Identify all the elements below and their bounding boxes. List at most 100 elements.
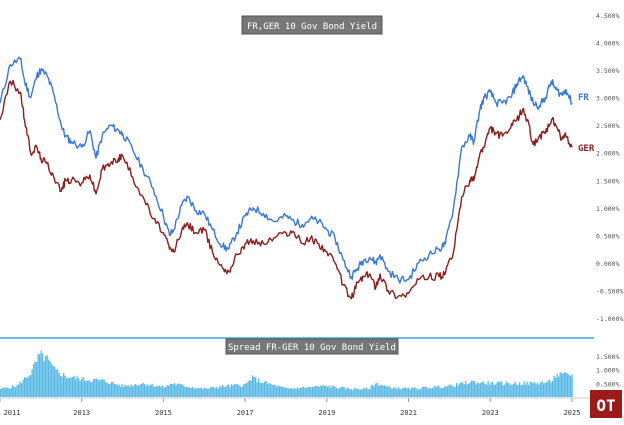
spread-bar [3, 388, 5, 397]
spread-bar [120, 386, 122, 397]
spread-bar [412, 387, 414, 397]
main-y-tick-label: 4.000% [596, 40, 620, 48]
spread-bar [231, 384, 233, 397]
spread-bar [253, 376, 255, 397]
spread-bar [1, 387, 3, 397]
spread-bar [90, 381, 92, 397]
spread-bar [228, 384, 230, 397]
spread-bar [130, 384, 132, 397]
spread-bar [457, 385, 459, 397]
spread-bar [366, 387, 368, 397]
spread-bar [48, 359, 50, 397]
spread-bar [469, 382, 471, 397]
spread-bar [315, 385, 317, 397]
spread-y-tick-label: 1.000% [596, 367, 620, 375]
spread-bar [124, 384, 126, 397]
spread-bar [19, 381, 21, 397]
spread-bar [381, 385, 383, 397]
spread-bar [447, 386, 449, 397]
spread-bar [73, 375, 75, 397]
main-y-tick-label: 0.000% [596, 260, 620, 268]
spread-bar [54, 366, 56, 397]
spread-bar [16, 385, 18, 397]
main-y-ticks: 4.500% 4.000% 3.500% 3.000% 2.500% 2.000% 1.50… [596, 12, 623, 323]
spread-bar [256, 382, 258, 397]
spread-bar [489, 385, 491, 397]
spread-bar [103, 379, 105, 397]
spread-bar [376, 382, 378, 397]
spread-bar [196, 387, 198, 397]
spread-bar [378, 385, 380, 397]
spread-bar [258, 378, 260, 397]
spread-bar [553, 375, 555, 397]
spread-bar [421, 387, 423, 397]
spread-bar [426, 386, 428, 397]
spread-bar [261, 383, 263, 397]
spread-bar [298, 389, 300, 397]
spread-bar [109, 384, 111, 397]
spread-bar [327, 387, 329, 397]
spread-bar [339, 388, 341, 397]
main-y-tick-label: 0.500% [596, 232, 620, 240]
spread-bar [213, 387, 215, 397]
spread-bar [318, 386, 320, 397]
spread-bar [9, 388, 11, 397]
spread-bar [279, 386, 281, 397]
spread-bar [372, 385, 374, 397]
spread-bar [408, 387, 410, 397]
spread-bar [301, 386, 303, 397]
spread-bar [157, 386, 159, 397]
spread-bar [493, 384, 495, 397]
spread-bar [568, 374, 570, 397]
spread-bar [81, 378, 83, 397]
spread-bar [0, 389, 2, 397]
spread-bar [418, 388, 420, 397]
spread-bar [36, 361, 38, 397]
spread-bar [51, 364, 53, 397]
spread-bar [478, 383, 480, 397]
spread-bar [177, 383, 179, 397]
spread-chart: Spread FR-GER 10 Gov Bond Yield 1.500%1.… [0, 338, 620, 397]
x-tick-label: 2011 [4, 409, 21, 417]
x-tick-label: 2017 [237, 409, 254, 417]
spread-bar [442, 388, 444, 397]
spread-bar [222, 385, 224, 397]
spread-bar [94, 378, 96, 397]
spread-bar [145, 385, 147, 397]
spread-y-ticks: 1.500% 1.000% 0.500% [596, 353, 620, 388]
spread-bar [238, 385, 240, 397]
spread-bar [240, 386, 242, 397]
spread-bar [562, 373, 564, 397]
spread-bar [349, 389, 351, 397]
spread-bar [169, 383, 171, 397]
spread-bar [429, 388, 431, 397]
spread-bar [249, 379, 251, 397]
main-y-tick-label: 3.000% [596, 95, 620, 103]
spread-bar [480, 383, 482, 397]
spread-bar [355, 388, 357, 397]
spread-bar [565, 372, 567, 397]
spread-bar [523, 381, 525, 397]
spread-bar [463, 384, 465, 397]
spread-bar [234, 384, 236, 397]
spread-bar [12, 385, 14, 397]
spread-bar [210, 387, 212, 397]
spread-bar [397, 386, 399, 397]
spread-bar [430, 388, 432, 397]
spread-bar [343, 387, 345, 397]
spread-bar [76, 376, 78, 397]
spread-bar [151, 383, 153, 397]
spread-bar [561, 373, 563, 397]
spread-bar [535, 384, 537, 397]
spread-bar [135, 384, 137, 397]
spread-bar [178, 383, 180, 397]
spread-title-bg [225, 338, 399, 355]
spread-bar [237, 384, 239, 397]
spread-bar [250, 380, 252, 397]
spread-bar [64, 375, 66, 397]
spread-bar [492, 381, 494, 397]
spread-bar [43, 361, 45, 397]
spread-bar [477, 382, 479, 397]
spread-bar [415, 388, 417, 397]
spread-bar [105, 381, 107, 397]
